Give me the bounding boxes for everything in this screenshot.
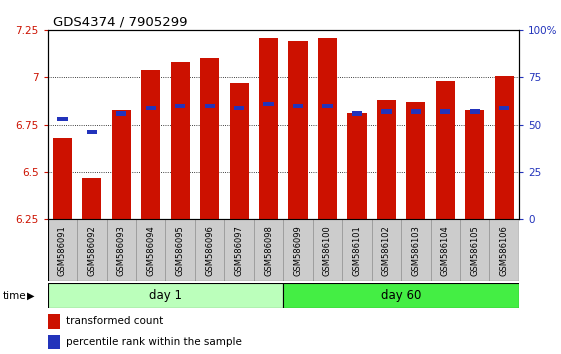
Bar [470,109,480,114]
Bar [401,219,430,281]
Bar [347,113,366,219]
Text: time: time [3,291,26,301]
Bar [406,102,425,219]
Text: transformed count: transformed count [66,316,163,326]
Text: day 1: day 1 [149,289,182,302]
Text: GSM586101: GSM586101 [352,225,361,276]
Bar [293,104,303,108]
Bar [440,109,450,114]
Bar [116,112,126,115]
Text: GSM586096: GSM586096 [205,225,214,276]
Bar [234,105,244,110]
Bar [283,283,519,308]
Bar [146,105,156,110]
Text: GSM586100: GSM586100 [323,225,332,276]
Bar [107,219,136,281]
Bar [499,105,509,110]
Bar [489,219,519,281]
Bar [264,102,274,106]
Bar [318,38,337,219]
Bar [411,109,421,114]
Bar [48,219,77,281]
Bar [352,112,362,115]
Text: GDS4374 / 7905299: GDS4374 / 7905299 [53,16,188,29]
Bar [175,104,185,108]
Bar [495,75,514,219]
Text: ▶: ▶ [27,291,34,301]
Text: GSM586106: GSM586106 [500,225,509,276]
Text: GSM586093: GSM586093 [117,225,126,276]
Bar [342,219,371,281]
Bar [141,70,160,219]
Bar [313,219,342,281]
Bar [53,138,72,219]
Text: GSM586094: GSM586094 [146,225,155,276]
Bar [57,117,67,121]
Text: GSM586098: GSM586098 [264,225,273,276]
Text: GSM586092: GSM586092 [88,225,96,276]
Text: percentile rank within the sample: percentile rank within the sample [66,337,242,347]
Bar [371,219,401,281]
Bar [200,58,219,219]
Bar [171,62,190,219]
Bar [48,335,61,349]
Text: GSM586103: GSM586103 [411,225,420,276]
Bar [288,41,307,219]
Bar [224,219,254,281]
Bar [112,110,131,219]
Text: GSM586097: GSM586097 [234,225,243,276]
Bar [87,130,97,135]
Bar [465,110,484,219]
Text: GSM586091: GSM586091 [58,225,67,276]
Bar [283,219,313,281]
Text: GSM586095: GSM586095 [176,225,185,276]
Bar [254,219,283,281]
Bar [229,83,249,219]
Bar [48,283,283,308]
Bar [436,81,455,219]
Bar [381,109,392,114]
Bar [205,104,215,108]
Bar [377,100,396,219]
Text: GSM586104: GSM586104 [441,225,450,276]
Bar [82,178,102,219]
Bar [460,219,489,281]
Text: day 60: day 60 [381,289,421,302]
Bar [48,314,61,329]
Bar [77,219,107,281]
Bar [195,219,224,281]
Text: GSM586102: GSM586102 [382,225,391,276]
Text: GSM586099: GSM586099 [293,225,302,276]
Bar [430,219,460,281]
Bar [136,219,165,281]
Text: GSM586105: GSM586105 [470,225,479,276]
Bar [323,104,333,108]
Bar [165,219,195,281]
Bar [259,38,278,219]
